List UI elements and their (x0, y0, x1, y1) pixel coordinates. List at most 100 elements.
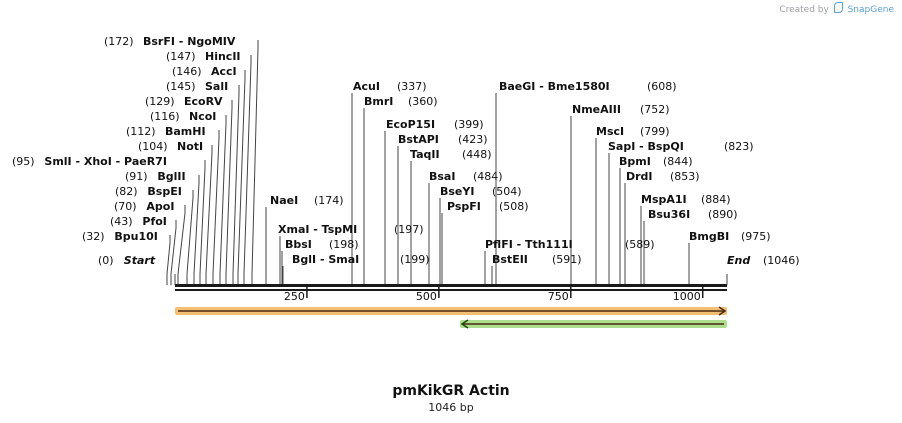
ruler-tick-label: 500 (416, 290, 437, 303)
site-name-label[interactable]: PspFI (447, 200, 481, 213)
site-name-label[interactable]: NotI (177, 140, 203, 153)
site-name-label[interactable]: HincII (205, 50, 241, 63)
site-position-label: (591) (552, 253, 582, 266)
site-position-label: (198) (329, 238, 359, 251)
site-name-label[interactable]: End (727, 254, 750, 267)
site-position-label: (589) (625, 238, 655, 251)
site-name-label[interactable]: Bsu36I (648, 208, 690, 221)
forward-arrow-icon (718, 306, 727, 316)
site-name-label[interactable]: BaeGI - Bme1580I (499, 80, 610, 93)
site-position-label: (104) (138, 140, 168, 153)
site-name-label[interactable]: BmgBI (689, 230, 729, 243)
site-name-label[interactable]: SmlI - XhoI - PaeR7I (44, 155, 167, 168)
site-position-label: (399) (454, 118, 484, 131)
site-position-label: (82) (115, 185, 138, 198)
site-position-label: (91) (125, 170, 148, 183)
reverse-arrow-icon (460, 319, 469, 329)
site-name-label[interactable]: TaqII (410, 148, 440, 161)
site-pointer-line (205, 145, 213, 285)
site-name-label[interactable]: EcoRV (184, 95, 223, 108)
site-pointer-line (232, 85, 240, 285)
plasmid-name: pmKikGR Actin (392, 383, 510, 399)
ruler-tick-label: 250 (284, 290, 305, 303)
site-position-label: (112) (126, 125, 156, 138)
site-position-label: (823) (724, 140, 754, 153)
site-position-label: (70) (114, 200, 137, 213)
site-pointer-line (243, 55, 252, 285)
site-position-label: (799) (640, 125, 670, 138)
site-name-label[interactable]: MscI (596, 125, 624, 138)
ruler-tick-label: 1000 (673, 290, 701, 303)
site-name-label[interactable]: BstEII (492, 253, 528, 266)
site-name-label[interactable]: AcuI (353, 80, 380, 93)
site-name-label[interactable]: BsrFI - NgoMIV (143, 35, 236, 48)
site-name-label[interactable]: SalI (205, 80, 228, 93)
site-position-label: (890) (708, 208, 738, 221)
site-name-label[interactable]: BbsI (285, 238, 312, 251)
site-pointer-line (219, 115, 227, 285)
site-name-label[interactable]: BglI - SmaI (292, 253, 359, 266)
site-name-label[interactable]: Start (124, 254, 156, 267)
plasmid-size: 1046 bp (428, 401, 474, 414)
site-name-label[interactable]: Bpu10I (114, 230, 157, 243)
site-name-label[interactable]: ApoI (146, 200, 174, 213)
site-position-label: (172) (104, 35, 134, 48)
site-name-label[interactable]: DrdI (626, 170, 653, 183)
site-position-label: (197) (394, 223, 424, 236)
site-position-label: (129) (145, 95, 175, 108)
site-pointer-line (225, 100, 233, 285)
site-pointer-line (193, 175, 200, 285)
site-name-label[interactable]: BseYI (440, 185, 474, 198)
site-position-label: (884) (701, 193, 731, 206)
site-position-label: (608) (647, 80, 677, 93)
site-pointer-line (251, 40, 259, 285)
site-position-label: (116) (150, 110, 180, 123)
site-name-label[interactable]: EcoP15I (386, 118, 435, 131)
site-position-label: (147) (166, 50, 196, 63)
watermark-brand: SnapGene (847, 5, 894, 15)
site-name-label[interactable]: BamHI (165, 125, 206, 138)
site-position-label: (508) (499, 200, 529, 213)
site-name-label[interactable]: PfoI (142, 215, 167, 228)
site-position-label: (199) (400, 253, 430, 266)
site-name-label[interactable]: SapI - BspQI (608, 140, 684, 153)
site-position-label: (752) (640, 103, 670, 116)
site-pointer-line (212, 130, 220, 285)
site-name-label[interactable]: BstAPI (398, 133, 439, 146)
site-position-label: (174) (314, 194, 344, 207)
site-position-label: (146) (172, 65, 202, 78)
site-pointer-line (166, 235, 171, 285)
snapgene-watermark: Created by SnapGene (779, 2, 894, 15)
site-pointer-line (199, 160, 206, 285)
site-name-label[interactable]: BspEI (147, 185, 181, 198)
watermark-prefix: Created by (779, 5, 829, 15)
site-name-label[interactable]: BmrI (364, 95, 393, 108)
site-position-label: (337) (397, 80, 427, 93)
site-position-label: (484) (473, 170, 503, 183)
ruler-tick-label: 750 (548, 290, 569, 303)
site-name-label[interactable]: NaeI (270, 194, 298, 207)
site-position-label: (32) (82, 230, 105, 243)
site-position-label: (360) (408, 95, 438, 108)
site-name-label[interactable]: NcoI (189, 110, 216, 123)
site-position-label: (43) (110, 215, 133, 228)
site-position-label: (145) (166, 80, 196, 93)
site-pointer-line (177, 205, 186, 285)
site-name-label[interactable]: PflFI - Tth111I (485, 238, 573, 251)
site-name-label[interactable]: NmeAIII (572, 103, 621, 116)
snapgene-logo-icon (833, 2, 843, 13)
site-pointer-line (170, 220, 177, 285)
site-name-label[interactable]: AccI (211, 65, 237, 78)
site-position-label: (504) (492, 185, 522, 198)
site-position-label: (1046) (763, 254, 800, 267)
site-name-label[interactable]: BpmI (619, 155, 651, 168)
site-name-label[interactable]: BsaI (429, 170, 455, 183)
site-position-label: (95) (12, 155, 35, 168)
site-name-label[interactable]: XmaI - TspMI (278, 223, 357, 236)
site-pointer-line (186, 190, 194, 285)
backbone-top-strand (175, 284, 727, 287)
site-name-label[interactable]: BglII (157, 170, 185, 183)
site-name-label[interactable]: MspA1I (641, 193, 687, 206)
site-position-label: (853) (670, 170, 700, 183)
